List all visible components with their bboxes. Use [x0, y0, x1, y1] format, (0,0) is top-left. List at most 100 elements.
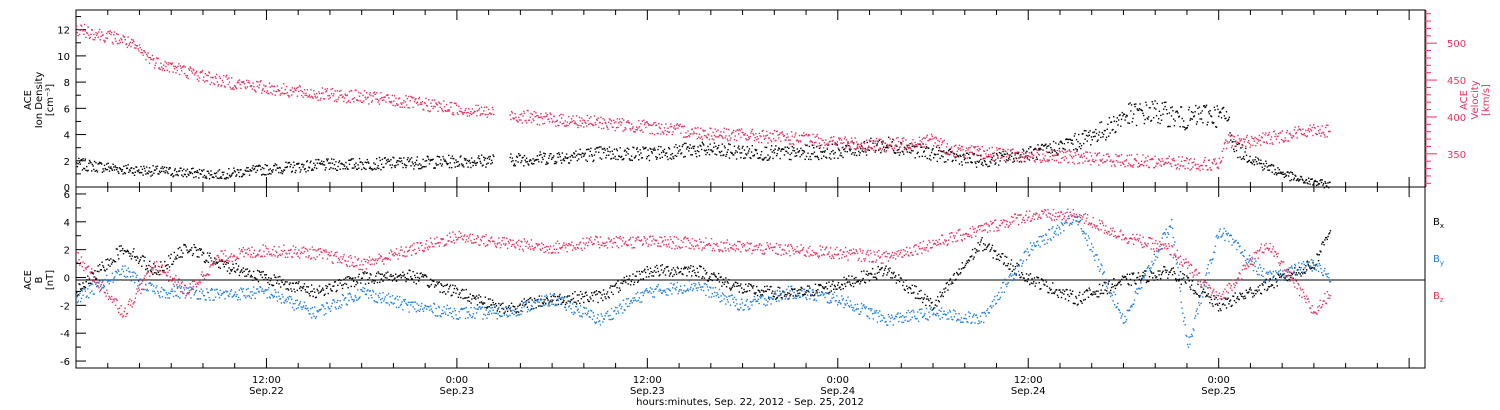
- density-point: [216, 177, 219, 179]
- velocity-point: [576, 124, 579, 126]
- velocity-point: [538, 124, 541, 126]
- velocity-point: [556, 119, 559, 122]
- velocity-point: [1147, 155, 1149, 157]
- velocity-point: [151, 54, 154, 57]
- density-point: [255, 165, 258, 167]
- velocity-point: [320, 97, 322, 99]
- density-point: [825, 157, 828, 159]
- top-right-axis-label: ACE Velocity [km/s]: [1459, 80, 1492, 119]
- density-point: [531, 163, 534, 165]
- density-point: [1175, 111, 1177, 113]
- bx-point: [1082, 299, 1085, 301]
- velocity-point: [688, 134, 690, 137]
- density-point: [673, 146, 676, 148]
- density-point: [327, 158, 329, 160]
- velocity-point: [269, 86, 271, 88]
- density-point: [416, 156, 419, 158]
- velocity-point: [1028, 152, 1031, 154]
- velocity-point: [723, 131, 725, 133]
- bx-point: [433, 280, 435, 283]
- velocity-point: [880, 150, 883, 152]
- velocity-point: [483, 110, 485, 112]
- density-point: [1088, 134, 1091, 136]
- density-point: [1100, 121, 1103, 123]
- bx-point: [143, 260, 145, 262]
- bx-point: [895, 282, 898, 284]
- velocity-point: [675, 127, 677, 129]
- bx-point: [1110, 286, 1113, 289]
- bx-point: [881, 267, 883, 269]
- bx-point: [521, 304, 524, 306]
- density-point: [1290, 179, 1293, 181]
- bx-point: [894, 275, 897, 277]
- velocity-point: [1104, 161, 1106, 163]
- velocity-point: [803, 134, 806, 137]
- bx-point: [482, 303, 484, 306]
- top-right-tick-label: 400: [1447, 113, 1466, 124]
- density-point: [906, 151, 908, 153]
- bx-point: [574, 291, 576, 293]
- velocity-point: [1314, 127, 1316, 129]
- density-point: [1188, 106, 1191, 109]
- velocity-point: [876, 144, 878, 147]
- density-point: [446, 163, 449, 166]
- velocity-point: [318, 92, 321, 95]
- density-point: [1247, 160, 1249, 163]
- velocity-point: [775, 139, 777, 142]
- density-point: [618, 155, 620, 157]
- velocity-point: [1161, 158, 1163, 160]
- bx-point: [1180, 283, 1182, 285]
- velocity-point: [668, 131, 670, 133]
- bx-point: [669, 273, 671, 275]
- velocity-point: [283, 83, 285, 85]
- velocity-point: [348, 99, 350, 102]
- bx-point: [293, 288, 295, 291]
- density-point: [682, 144, 684, 146]
- bx-point: [562, 301, 564, 303]
- velocity-point: [1274, 135, 1276, 138]
- velocity-point: [560, 117, 563, 119]
- density-point: [675, 143, 677, 146]
- bx-point: [848, 275, 850, 277]
- density-point: [509, 156, 511, 159]
- density-point: [649, 147, 651, 150]
- bx-point: [327, 292, 329, 295]
- density-point: [195, 175, 197, 178]
- bx-point: [1032, 282, 1034, 285]
- bx-point: [772, 295, 775, 297]
- density-point: [932, 148, 934, 150]
- density-point: [1212, 122, 1214, 125]
- density-point: [819, 144, 821, 147]
- bx-point: [114, 260, 117, 263]
- velocity-point: [1259, 139, 1261, 142]
- velocity-point: [362, 94, 364, 97]
- velocity-point: [430, 105, 433, 108]
- density-point: [528, 164, 530, 166]
- density-point: [608, 146, 611, 148]
- density-point: [900, 142, 903, 145]
- density-point: [486, 157, 489, 160]
- velocity-point: [341, 96, 344, 99]
- velocity-point: [1162, 163, 1165, 166]
- velocity-point: [161, 69, 164, 71]
- density-point: [123, 165, 125, 168]
- velocity-point: [517, 121, 519, 123]
- density-point: [1273, 173, 1276, 175]
- velocity-point: [795, 132, 797, 134]
- bx-point: [1009, 263, 1012, 265]
- bx-point: [388, 278, 391, 281]
- velocity-point: [77, 34, 79, 37]
- density-point: [431, 159, 434, 161]
- bx-point: [743, 288, 745, 291]
- bx-point: [763, 291, 765, 293]
- bx-point: [307, 286, 310, 288]
- density-point: [214, 172, 216, 175]
- density-point: [1144, 118, 1146, 121]
- bx-point: [463, 289, 465, 291]
- velocity-point: [693, 132, 696, 135]
- bx-point: [723, 283, 725, 285]
- bx-point: [485, 306, 487, 309]
- velocity-point: [670, 123, 672, 125]
- bx-point: [140, 256, 142, 259]
- velocity-point: [353, 96, 356, 99]
